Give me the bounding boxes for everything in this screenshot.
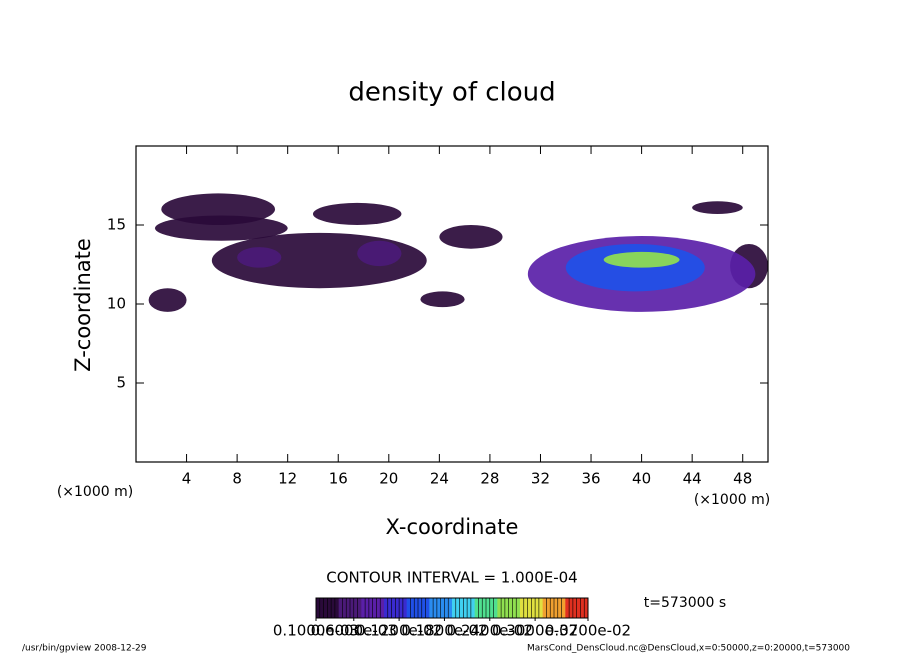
density-region (565, 243, 705, 292)
x-unit-label: (×1000 m) (57, 484, 133, 500)
density-region (237, 247, 282, 268)
x-tick-label: 44 (683, 470, 702, 488)
x-unit-label: (×1000 m) (694, 492, 770, 508)
x-tick-label: 28 (480, 470, 499, 488)
density-region (357, 240, 402, 267)
y-tick-label: 10 (107, 295, 126, 313)
x-tick-label: 48 (733, 470, 752, 488)
colorbar-label: 0.2400e-02 (447, 622, 533, 640)
x-axis-label: X-coordinate (386, 515, 519, 539)
x-tick-label: 4 (182, 470, 192, 488)
footer: /usr/bin/gpview 2008-12-29 (22, 644, 147, 654)
colorbar-label: 0.1800e-02 (401, 622, 487, 640)
colorbar-label: 0.3000e-02 (492, 622, 578, 640)
density-region (154, 215, 288, 241)
x-tick-label: 12 (278, 470, 297, 488)
footer: MarsCond_DensCloud.nc@DensCloud,x=0:5000… (527, 644, 850, 654)
x-tick-label: 40 (632, 470, 651, 488)
colorbar-label: 0.1000e-03 (273, 622, 359, 640)
y-tick-label: 15 (107, 216, 126, 234)
chart-title: density of cloud (348, 78, 555, 108)
contour-interval: CONTOUR INTERVAL = 1.000E-04 (326, 569, 577, 587)
y-tick-label: 5 (116, 374, 126, 392)
colorbar-frame (315, 597, 589, 619)
density-region (420, 291, 465, 308)
x-tick-label: 36 (581, 470, 600, 488)
field (148, 193, 768, 312)
colorbar-label: 0.6000e-03 (311, 622, 397, 640)
x-tick-label: 20 (379, 470, 398, 488)
density-region (148, 288, 187, 312)
time-label: t=573000 s (644, 595, 726, 611)
colorbar-label: 0.1200e-02 (356, 622, 442, 640)
density-region (603, 251, 680, 268)
colorbar-label: 0.3700e-02 (545, 622, 631, 640)
density-region (312, 202, 402, 225)
density-region (692, 201, 743, 214)
x-tick-label: 8 (232, 470, 242, 488)
x-tick-label: 16 (329, 470, 348, 488)
y-axis-label: Z-coordinate (71, 238, 95, 372)
x-tick-label: 24 (430, 470, 449, 488)
density-region (439, 225, 503, 249)
x-tick-label: 32 (531, 470, 550, 488)
